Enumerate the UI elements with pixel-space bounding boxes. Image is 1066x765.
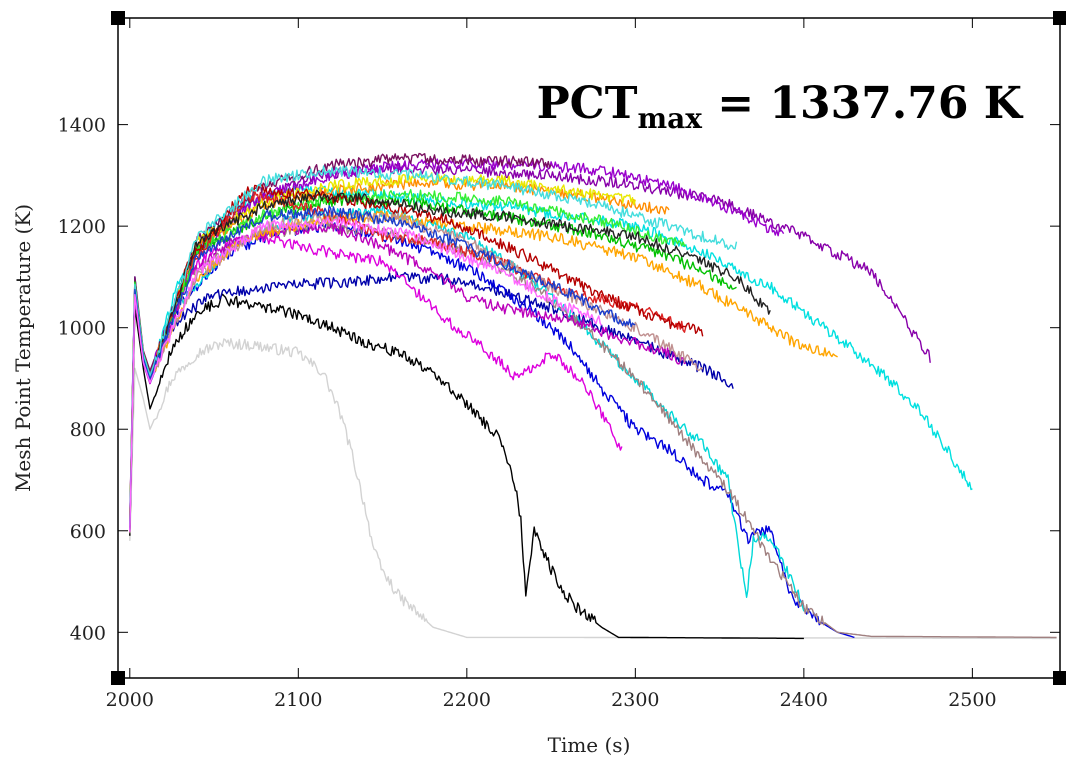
series-line-1: [129, 293, 804, 640]
y-tick-label-5: 1400: [58, 115, 106, 137]
series-line-3: [129, 220, 855, 639]
series-line-0: [129, 338, 1057, 640]
series-line-22: [129, 205, 636, 530]
series-line-21: [129, 165, 738, 526]
series-line-20: [129, 189, 771, 529]
series-line-14: [129, 172, 636, 524]
y-tick-label-1: 600: [70, 521, 106, 543]
corner-marker-bottom-right: [1053, 671, 1066, 685]
x-axis-label: Time (s): [548, 733, 631, 757]
y-tick-label-0: 400: [70, 622, 106, 644]
series-line-23: [129, 216, 603, 532]
y-tick-label-2: 800: [70, 419, 106, 441]
series-line-2: [129, 271, 734, 531]
series-line-6: [129, 220, 1057, 639]
x-tick-label-2: 2200: [443, 689, 491, 711]
series-layer: [129, 152, 1057, 640]
x-tick-label-0: 2000: [106, 689, 154, 711]
x-tick-label-5: 2500: [948, 689, 996, 711]
series-line-16: [129, 188, 687, 525]
plot-frame: [117, 17, 1061, 679]
series-line-18: [129, 184, 704, 527]
corner-marker-top-left: [111, 11, 125, 25]
y-tick-label-4: 1200: [58, 216, 106, 238]
ticks-layer: 2000 2100 2200 2300 2400 2500 400 600 800 1000 120…: [58, 18, 1060, 711]
series-line-5: [129, 205, 805, 612]
y-tick-label-3: 1000: [58, 318, 106, 340]
pct-max-annotation: PCTmax = 1337.76 K: [537, 78, 1024, 135]
corner-marker-bottom-left: [111, 671, 125, 685]
x-tick-label-1: 2100: [274, 689, 322, 711]
x-tick-label-4: 2400: [780, 689, 828, 711]
x-tick-label-3: 2300: [611, 689, 659, 711]
series-line-8: [129, 219, 687, 531]
corner-marker-top-right: [1053, 11, 1066, 25]
y-axis-label: Mesh Point Temperature (K): [11, 204, 35, 492]
series-line-7: [129, 231, 623, 531]
